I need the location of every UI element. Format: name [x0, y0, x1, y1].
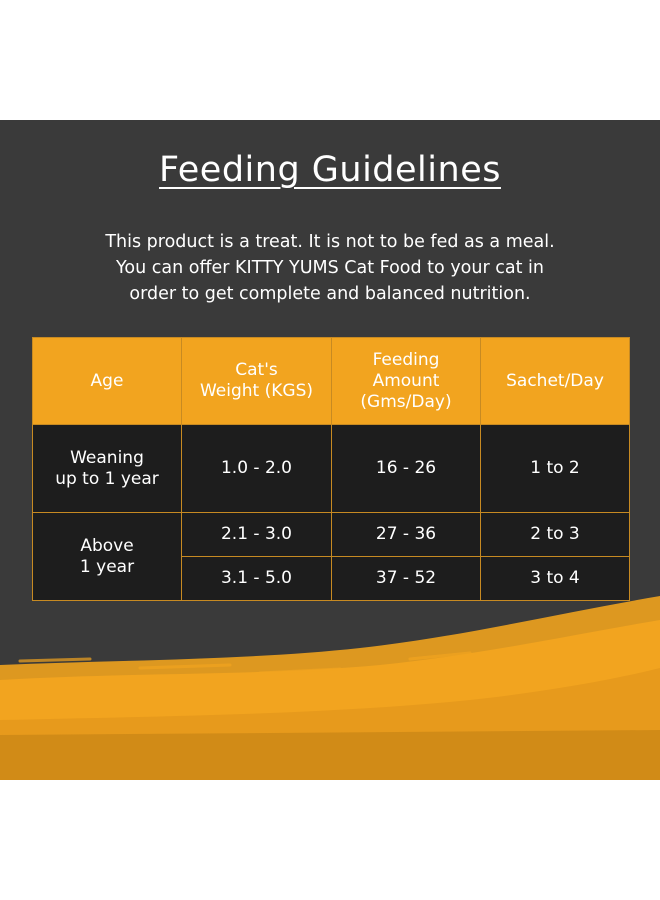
age-cell: Weaning up to 1 year [32, 424, 182, 513]
sachet-cell: 1 to 2 [480, 424, 630, 513]
weight-cell: 3.1 - 5.0 [181, 556, 332, 601]
sachet-cell: 3 to 4 [480, 556, 630, 601]
intro-text: This product is a treat. It is not to be… [40, 229, 620, 307]
header-weight: Cat's Weight (KGS) [181, 337, 332, 425]
table-header-row: Age Cat's Weight (KGS) Feeding Amount (G… [32, 337, 630, 425]
age-cell: Above 1 year [32, 512, 182, 601]
table-row: Weaning up to 1 year 1.0 - 2.0 16 - 26 1… [32, 424, 630, 513]
amount-cell: 37 - 52 [331, 556, 481, 601]
header-feeding-amount: Feeding Amount (Gms/Day) [331, 337, 481, 425]
feeding-guidelines-panel: Feeding Guidelines This product is a tre… [0, 120, 660, 780]
intro-line: This product is a treat. It is not to be… [105, 232, 555, 252]
amount-cell: 16 - 26 [331, 424, 481, 513]
orange-brush-stroke-decoration [0, 596, 660, 780]
page-title: Feeding Guidelines [159, 150, 501, 190]
header-age: Age [32, 337, 182, 425]
intro-line: You can offer KITTY YUMS Cat Food to you… [116, 258, 544, 278]
weight-cell: 2.1 - 3.0 [181, 512, 332, 557]
table-row: Above 1 year 2.1 - 3.0 27 - 36 2 to 3 [32, 512, 630, 601]
intro-line: order to get complete and balanced nutri… [129, 284, 531, 304]
sachet-cell: 2 to 3 [480, 512, 630, 557]
feeding-guidelines-table: Age Cat's Weight (KGS) Feeding Amount (G… [32, 337, 630, 601]
header-sachet-per-day: Sachet/Day [480, 337, 630, 425]
amount-cell: 27 - 36 [331, 512, 481, 557]
table-row: 3.1 - 5.0 37 - 52 3 to 4 [33, 556, 630, 601]
weight-cell: 1.0 - 2.0 [181, 424, 332, 513]
